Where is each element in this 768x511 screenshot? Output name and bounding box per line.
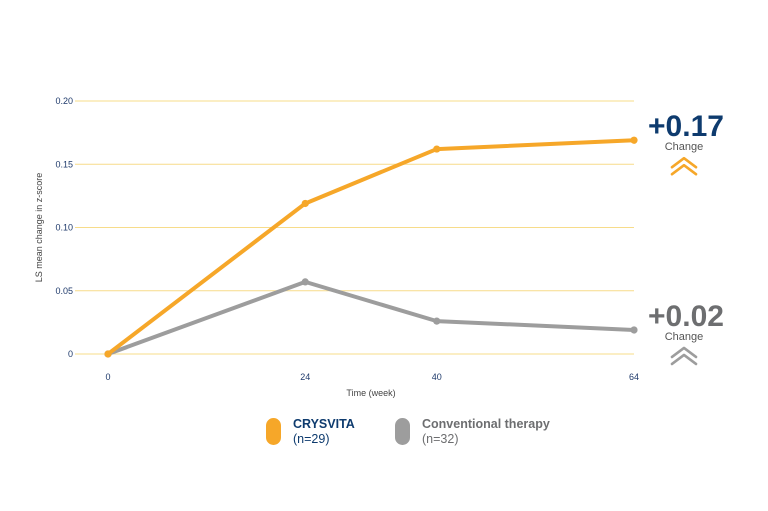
data-point xyxy=(104,350,112,358)
x-axis-title: Time (week) xyxy=(346,388,395,398)
legend-label-conventional-therapy: Conventional therapy (n=32) xyxy=(422,417,550,447)
y-tick-label: 0.20 xyxy=(55,96,73,106)
data-point xyxy=(630,326,638,334)
conventional-change-label: Change xyxy=(665,331,704,343)
crysvita-swatch xyxy=(266,418,281,445)
data-point xyxy=(301,199,309,208)
gridlines xyxy=(75,100,634,355)
x-axis-ticks: 0 24 40 64 xyxy=(105,372,639,382)
y-tick-label: 0.05 xyxy=(55,286,73,296)
y-tick-label: 0 xyxy=(68,349,73,359)
y-tick-label: 0.10 xyxy=(55,223,73,233)
crysvita-change-value: +0.17 xyxy=(648,110,724,143)
legend-series-name: CRYSVITA xyxy=(293,417,355,431)
double-chevron-up-icon xyxy=(670,156,698,176)
x-tick-label: 0 xyxy=(105,372,110,382)
legend-sample-size: (n=32) xyxy=(422,432,459,446)
legend-series-name: Conventional therapy xyxy=(422,417,550,431)
x-tick-label: 40 xyxy=(432,372,442,382)
y-axis-ticks: 0 0.05 0.10 0.15 0.20 xyxy=(55,96,73,359)
legend-label-crysvita: CRYSVITA (n=29) xyxy=(293,417,355,447)
data-point xyxy=(630,136,638,144)
double-chevron-up-icon xyxy=(670,346,698,366)
x-tick-label: 24 xyxy=(300,372,310,382)
conventional-therapy-swatch xyxy=(395,418,410,445)
data-point xyxy=(301,278,309,286)
legend-item-crysvita: CRYSVITA (n=29) xyxy=(266,417,355,447)
conventional-therapy-line xyxy=(106,279,636,356)
crysvita-line xyxy=(106,138,636,356)
conventional-change-value: +0.02 xyxy=(648,300,724,333)
data-point xyxy=(433,317,441,325)
legend-sample-size: (n=29) xyxy=(293,432,330,446)
legend-item-conventional-therapy: Conventional therapy (n=32) xyxy=(395,417,550,447)
data-point xyxy=(433,145,441,153)
x-tick-label: 64 xyxy=(629,372,639,382)
y-tick-label: 0.15 xyxy=(55,159,73,169)
series-lines xyxy=(104,136,638,358)
y-axis-title: LS mean change in z-score xyxy=(34,173,44,283)
change-callouts: +0.17 Change +0.02 Change xyxy=(648,110,724,366)
crysvita-change-label: Change xyxy=(665,141,704,153)
